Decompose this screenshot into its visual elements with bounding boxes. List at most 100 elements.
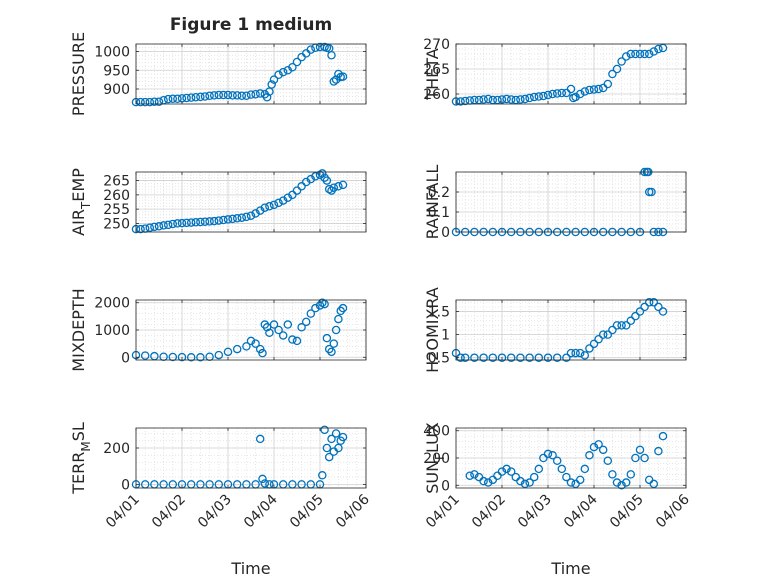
data-point bbox=[150, 97, 159, 107]
data-point bbox=[649, 298, 659, 307]
data-point bbox=[186, 218, 196, 227]
y-axis-label: PRESSURE bbox=[69, 32, 88, 116]
data-point bbox=[182, 93, 191, 103]
data-point bbox=[621, 52, 631, 61]
data-point bbox=[159, 221, 168, 230]
data-point bbox=[598, 330, 608, 339]
subplot-7: 0 200 04/01 04/02 04/03 04/04 04/05 04/06 Time TE… bbox=[69, 422, 373, 578]
data-point bbox=[246, 336, 256, 346]
data-point bbox=[334, 443, 343, 453]
data-point bbox=[140, 351, 150, 360]
data-point bbox=[635, 307, 645, 316]
data-point bbox=[322, 443, 332, 453]
data-point bbox=[534, 353, 544, 362]
x-tick-label: 04/01 bbox=[103, 492, 143, 532]
data-point bbox=[260, 320, 270, 329]
data-point bbox=[585, 451, 594, 460]
data-point bbox=[301, 317, 311, 327]
data-point bbox=[460, 353, 470, 362]
data-point bbox=[168, 352, 178, 362]
y-tick-label: 1000 bbox=[94, 323, 130, 339]
data-point bbox=[168, 94, 178, 104]
y-axis-label: MIXDEPTH bbox=[69, 288, 88, 371]
data-point bbox=[621, 478, 631, 487]
data-point bbox=[589, 442, 599, 452]
y-axis-label: THETA bbox=[423, 48, 442, 100]
data-point bbox=[329, 183, 339, 192]
data-point bbox=[506, 467, 516, 476]
data-point bbox=[516, 95, 525, 104]
data-point bbox=[318, 471, 327, 480]
data-point bbox=[520, 479, 530, 489]
data-point bbox=[200, 217, 210, 226]
data-point bbox=[246, 211, 256, 220]
data-point bbox=[145, 223, 155, 232]
data-point bbox=[483, 478, 493, 487]
data-point bbox=[488, 353, 498, 362]
data-point bbox=[191, 218, 201, 227]
data-point bbox=[140, 97, 150, 107]
data-point bbox=[177, 218, 187, 228]
axes-box bbox=[135, 427, 367, 489]
data-point bbox=[479, 353, 488, 362]
data-point bbox=[223, 90, 233, 100]
data-point bbox=[529, 472, 539, 482]
data-point bbox=[242, 212, 251, 222]
data-point bbox=[258, 474, 267, 484]
data-point bbox=[543, 353, 553, 362]
y-axis-label-part: SL bbox=[69, 422, 88, 441]
data-point bbox=[196, 217, 205, 227]
data-point bbox=[575, 475, 585, 485]
data-point bbox=[260, 203, 270, 212]
figure-title: Figure 1 medium bbox=[170, 15, 332, 35]
data-point bbox=[214, 90, 224, 100]
x-tick-label: 04/02 bbox=[149, 492, 189, 532]
y-tick-label: 1000 bbox=[94, 45, 130, 61]
y-axis-label: SUNFLUX bbox=[423, 422, 447, 494]
y-tick-label: 250 bbox=[103, 216, 130, 232]
subplot-1: 900 950 1000 PRESSURE bbox=[69, 32, 367, 116]
data-point bbox=[269, 200, 279, 210]
data-point bbox=[334, 182, 343, 191]
data-point bbox=[269, 75, 279, 84]
data-point bbox=[288, 63, 297, 72]
data-point bbox=[228, 214, 237, 224]
data-point bbox=[331, 325, 341, 335]
x-tick-label: 04/04 bbox=[241, 491, 281, 531]
y-tick-label: 0.2 bbox=[428, 185, 450, 201]
data-point bbox=[580, 351, 590, 360]
data-point bbox=[214, 350, 224, 360]
data-point bbox=[497, 353, 507, 362]
data-point bbox=[534, 92, 544, 101]
data-point bbox=[331, 75, 341, 84]
y-tick-label: 265 bbox=[423, 62, 450, 78]
data-point bbox=[292, 57, 302, 67]
axes-box bbox=[455, 171, 687, 233]
y-axis-label-part: EMP bbox=[69, 168, 88, 202]
data-point bbox=[557, 464, 567, 474]
data-point bbox=[608, 69, 617, 79]
data-point bbox=[470, 470, 479, 479]
data-point bbox=[297, 182, 306, 191]
data-point bbox=[168, 219, 178, 229]
y-axis-label-subscript: F bbox=[433, 453, 447, 460]
y-tick-label: 2000 bbox=[94, 296, 130, 312]
data-point bbox=[647, 187, 656, 197]
data-point bbox=[306, 309, 316, 318]
axes-box bbox=[455, 299, 687, 361]
data-point bbox=[322, 176, 332, 185]
data-point bbox=[163, 94, 173, 104]
data-point bbox=[255, 434, 265, 444]
y-axis-label: RAINFALL bbox=[423, 165, 442, 240]
data-point bbox=[585, 85, 594, 95]
data-point bbox=[626, 470, 636, 479]
data-point bbox=[654, 446, 663, 456]
data-point bbox=[640, 302, 649, 312]
y-tick-label: 0 bbox=[441, 478, 450, 494]
x-tick-label: 04/03 bbox=[195, 492, 235, 532]
data-point bbox=[242, 91, 251, 101]
axes-box bbox=[135, 171, 367, 233]
data-point bbox=[603, 79, 613, 89]
data-point bbox=[488, 95, 498, 105]
